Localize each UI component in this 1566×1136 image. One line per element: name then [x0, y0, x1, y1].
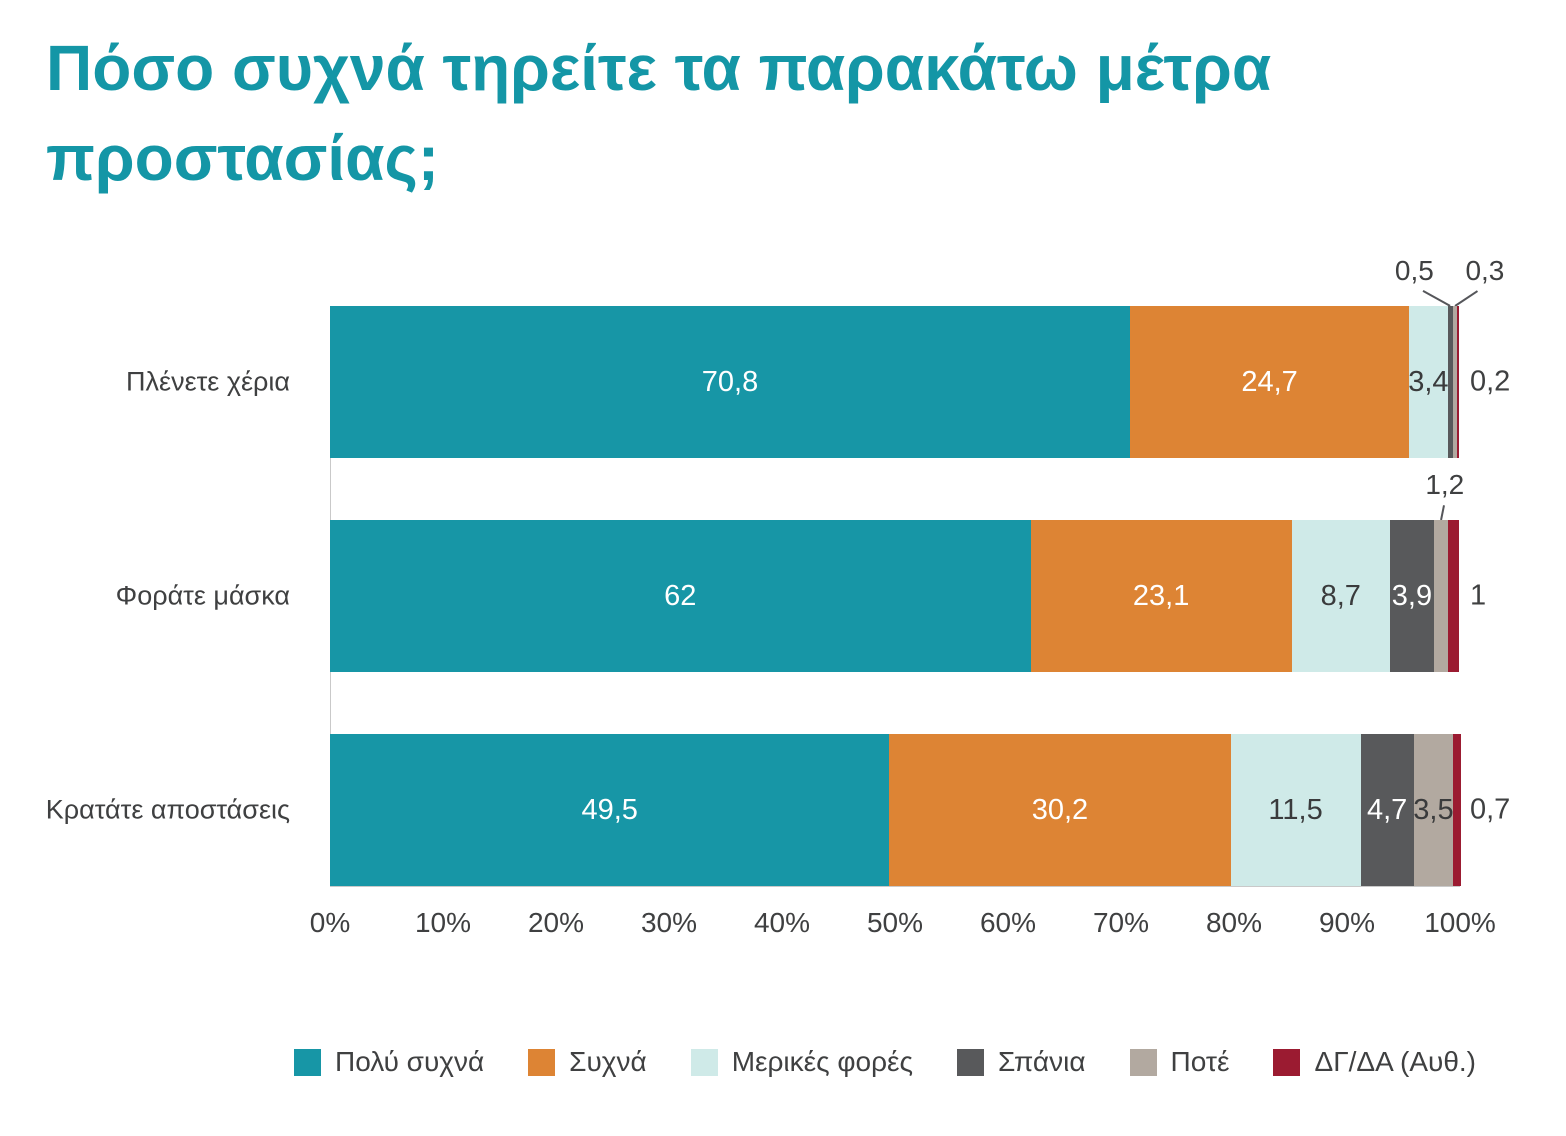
- callout-zone: 0,5 0,3: [330, 255, 1504, 307]
- legend-item: Ποτέ: [1129, 1046, 1230, 1078]
- outside-value-label: 1: [1470, 579, 1487, 612]
- legend-item: Πολύ συχνά: [294, 1046, 484, 1078]
- segment-value-label: 8,7: [1320, 579, 1361, 612]
- segment-value-label: 30,2: [1031, 793, 1089, 826]
- x-tick-label: 10%: [414, 907, 472, 938]
- chart-row: 0,5 0,3 Πλένετε χέρια 70,8 24,7 3,4 0,2: [126, 255, 1510, 458]
- legend-item: ΔΓ/ΔΑ (Αυθ.): [1273, 1046, 1476, 1078]
- category-label: Πλένετε χέρια: [126, 366, 290, 397]
- x-tick-label: 20%: [527, 907, 585, 938]
- bars-container: 0,5 0,3 Πλένετε χέρια 70,8 24,7 3,4 0,2 1,2 Φορά…: [46, 255, 1510, 886]
- bar-segment: 3,9: [1389, 520, 1434, 672]
- outside-value-label: 0,2: [1470, 365, 1511, 398]
- bar-track: Κρατάτε αποστάσεις 49,5 30,2 11,5 4,7 3,5 0,7: [46, 734, 1510, 886]
- bar-track: Φοράτε μάσκα 62 23,1 8,7 3,9 1: [116, 520, 1486, 672]
- bar-segment: 24,7: [1130, 306, 1410, 458]
- legend: Πολύ συχνά Συχνά Μερικές φορές Σπάνια Ποτέ ΔΓ…: [270, 1046, 1500, 1078]
- segment-value-label: 3,4: [1408, 365, 1449, 398]
- x-tick-label: 50%: [866, 907, 924, 938]
- bar-segment: 8,7: [1291, 520, 1390, 672]
- bar-segment: [1447, 520, 1459, 672]
- segment-value-label: 62: [664, 579, 697, 612]
- plot-area: 0,5 0,3 Πλένετε χέρια 70,8 24,7 3,4 0,2 1,2 Φορά…: [46, 255, 1511, 941]
- legend-swatch: [690, 1048, 718, 1076]
- x-tick-label: 100%: [1424, 907, 1496, 938]
- legend-swatch: [528, 1048, 556, 1076]
- callout-value-label: 0,3: [1465, 255, 1505, 286]
- x-tick-label: 60%: [979, 907, 1037, 938]
- legend-item: Μερικές φορές: [690, 1046, 914, 1078]
- segment-value-label: 23,1: [1132, 579, 1190, 612]
- x-tick-label: 70%: [1092, 907, 1150, 938]
- x-tick-label: 0%: [309, 907, 351, 938]
- bar-segment: 30,2: [889, 734, 1231, 886]
- legend-label: Ποτέ: [1170, 1046, 1230, 1077]
- legend-swatch: [957, 1048, 985, 1076]
- legend-swatch: [294, 1048, 321, 1076]
- x-axis: 0% 10% 20% 30% 40% 50% 60% 70% 80% 90% 100%: [310, 907, 1496, 941]
- segment-value-label: 3,9: [1391, 579, 1433, 612]
- legend-label: Πολύ συχνά: [335, 1046, 485, 1077]
- legend-item: Σπάνια: [957, 1046, 1086, 1078]
- legend-label: Συχνά: [569, 1046, 647, 1077]
- x-tick-label: 40%: [753, 907, 811, 938]
- x-tick-label: 30%: [640, 907, 698, 938]
- legend-label: Σπάνια: [998, 1046, 1086, 1077]
- bar-segment: [1447, 306, 1454, 458]
- segment-value-label: 70,8: [701, 365, 759, 398]
- x-tick-label: 90%: [1318, 907, 1376, 938]
- category-label: Κρατάτε αποστάσεις: [45, 794, 290, 825]
- bar-segment: 49,5: [330, 734, 890, 886]
- callout-value-label: 0,5: [1394, 255, 1434, 286]
- callout-value-label: 1,2: [1425, 469, 1465, 500]
- x-axis-line: [330, 886, 1460, 887]
- chart-row: Κρατάτε αποστάσεις 49,5 30,2 11,5 4,7 3,5 0,7: [46, 672, 1510, 886]
- callout-leader-line: [1439, 504, 1445, 521]
- segment-value-label: 24,7: [1241, 365, 1298, 398]
- segment-value-label: 49,5: [581, 793, 638, 826]
- segment-value-label: 3,5: [1413, 793, 1454, 826]
- callout-zone: [330, 672, 1460, 734]
- bar-segment: 23,1: [1030, 520, 1292, 672]
- bar-segment: 3,4: [1408, 306, 1449, 458]
- x-tick-label: 80%: [1205, 907, 1263, 938]
- legend-item: Συχνά: [528, 1046, 647, 1078]
- legend-swatch: [1129, 1048, 1157, 1076]
- bar-segment: 62: [330, 520, 1031, 672]
- bar-segment: [1434, 520, 1448, 672]
- chart-row: 1,2 Φοράτε μάσκα 62 23,1 8,7 3,9 1: [116, 458, 1486, 672]
- bar-track: Πλένετε χέρια 70,8 24,7 3,4 0,2: [126, 306, 1510, 458]
- legend-swatch: [1273, 1048, 1301, 1076]
- chart-title: Πόσο συχνά τηρείτε τα παρακάτω μέτρα προ…: [46, 32, 1272, 194]
- bar-segment: [1456, 306, 1459, 458]
- legend-label: Μερικές φορές: [731, 1046, 914, 1077]
- legend-label: ΔΓ/ΔΑ (Αυθ.): [1314, 1046, 1476, 1077]
- bar-segment: 70,8: [330, 306, 1131, 458]
- callout-zone: 1,2: [330, 458, 1464, 521]
- segment-value-label: 11,5: [1268, 793, 1323, 826]
- segment-value-label: 4,7: [1366, 793, 1408, 826]
- bar-segment: 3,5: [1413, 734, 1454, 886]
- bar-segment: [1453, 306, 1457, 458]
- outside-value-label: 0,7: [1470, 793, 1511, 826]
- bar-segment: [1453, 734, 1462, 886]
- category-label: Φοράτε μάσκα: [115, 580, 290, 611]
- callout-leader-line: [1422, 290, 1451, 307]
- callout-leader-line: [1454, 290, 1478, 307]
- bar-segment: 4,7: [1360, 734, 1414, 886]
- bar-segment: 11,5: [1230, 734, 1361, 886]
